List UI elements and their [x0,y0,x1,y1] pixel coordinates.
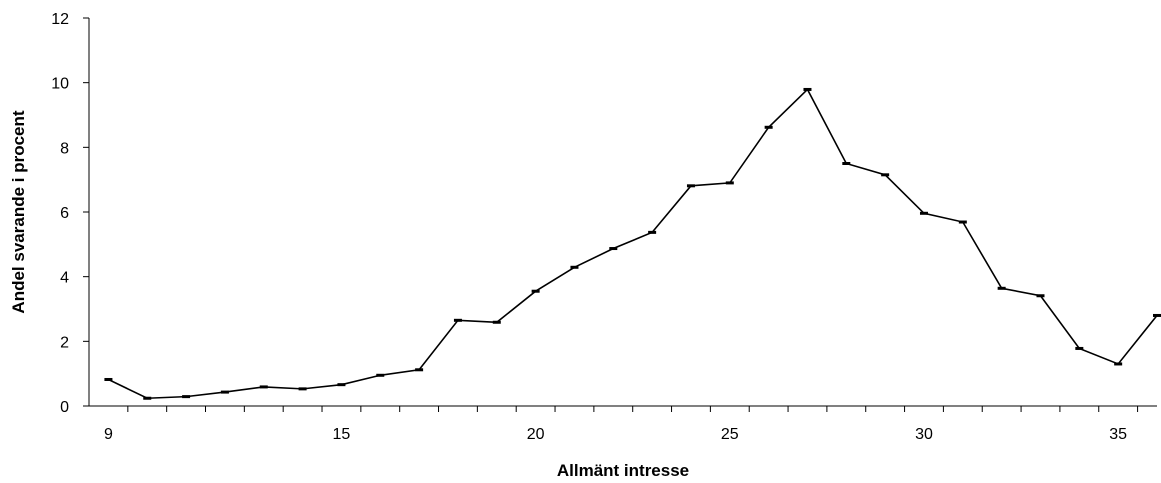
data-point [531,289,540,293]
y-axis-title: Andel svarande i procent [9,110,28,313]
data-point [725,181,734,185]
chart-axes [88,18,1157,407]
data-point [1036,294,1045,298]
data-point [609,247,618,251]
data-point [415,368,424,372]
data-point [1114,362,1123,366]
data-point [881,173,890,177]
data-point [1153,313,1161,317]
data-point [842,162,851,165]
x-tick-label: 15 [333,426,351,443]
x-tick-label: 35 [1109,426,1127,443]
y-tick-label: 0 [60,399,69,416]
y-tick-label: 6 [60,205,69,222]
y-axis-ticks: 0 2 4 6 8 10 12 [51,11,89,416]
x-tick-label: 9 [104,426,113,443]
data-point [182,395,191,399]
data-point [686,184,695,188]
y-tick-label: 10 [51,76,69,93]
data-point [104,377,113,381]
data-point [919,211,928,215]
series-line [108,88,1158,400]
data-point [220,390,229,394]
data-point [1075,346,1084,350]
data-point [376,373,385,377]
series-layer [104,87,1161,400]
x-tick-label: 20 [527,426,545,443]
x-tick-label: 25 [721,426,739,443]
data-point [803,87,812,91]
data-point [570,265,579,269]
data-point [958,220,967,224]
x-axis-ticks: 9 15 20 25 30 35 [104,406,1139,443]
y-tick-label: 12 [51,11,69,28]
data-point [648,230,657,234]
data-point [259,385,268,389]
data-point [764,125,773,129]
x-tick-label: 30 [915,426,933,443]
data-point [143,396,152,400]
data-point [997,286,1006,290]
x-axis-title: Allmänt intresse [557,461,689,480]
data-point [492,320,501,324]
y-tick-label: 2 [60,334,69,351]
y-tick-label: 4 [60,270,69,287]
data-point [298,387,307,391]
y-tick-label: 8 [60,140,69,157]
data-point [453,318,462,322]
data-point [337,383,346,387]
